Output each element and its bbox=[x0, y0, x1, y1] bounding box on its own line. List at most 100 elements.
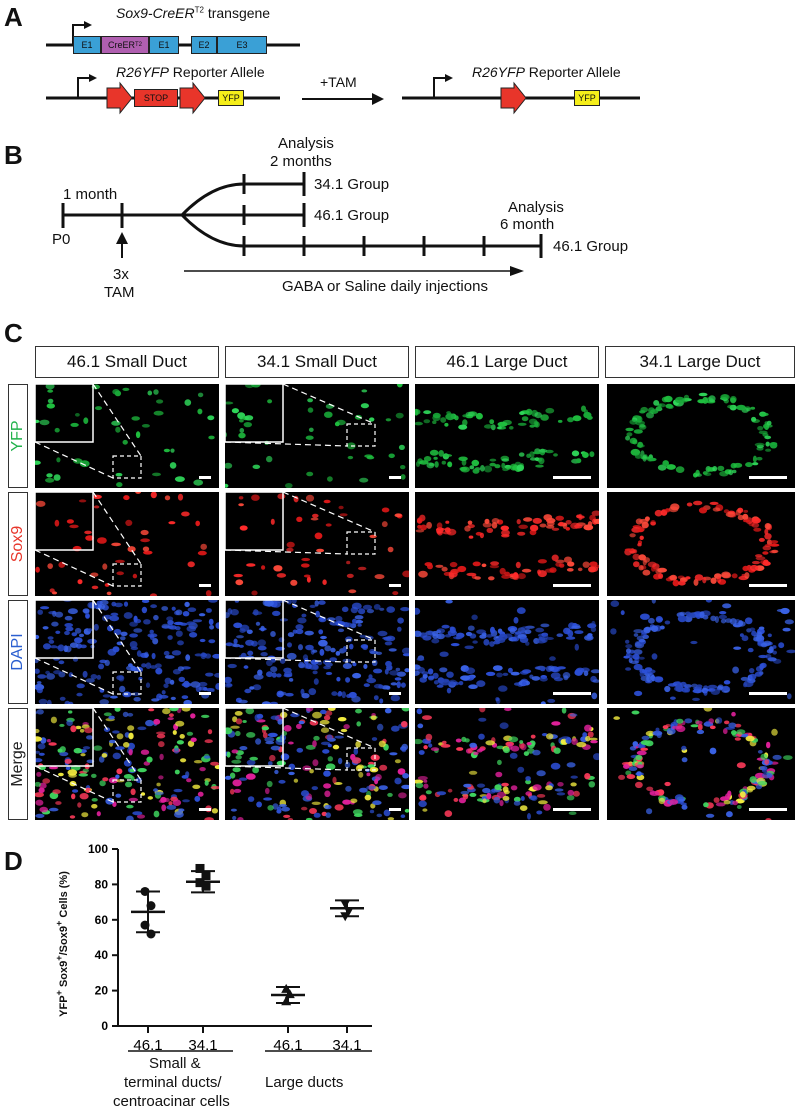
data-point bbox=[284, 989, 295, 999]
transgene-name: Sox9-CreER bbox=[116, 5, 195, 21]
row-label-yfp: YFP bbox=[9, 420, 26, 452]
row-head-dapi: DAPI bbox=[8, 600, 28, 704]
micrograph-yfp-34-small bbox=[225, 384, 409, 488]
scale-bar bbox=[199, 584, 211, 587]
micrograph-merge-34-large bbox=[607, 708, 795, 820]
row-label-dapi: DAPI bbox=[9, 633, 26, 671]
micrograph-sox9-46-large bbox=[415, 492, 599, 596]
y-tick-label: 100 bbox=[88, 842, 108, 856]
analysis-6m-line1: Analysis bbox=[508, 199, 564, 216]
analysis-6m-line2: 6 month bbox=[500, 216, 555, 233]
reporter-name-1: R26YFP bbox=[116, 64, 169, 80]
scatter-chart: 0 20 40 60 80 100 46.1 34.1 46.1 34.1 bbox=[88, 842, 372, 1054]
reporter-name-2: R26YFP bbox=[472, 64, 525, 80]
scale-bar bbox=[199, 692, 211, 695]
data-point bbox=[281, 983, 292, 993]
x-tick-label: 34.1 bbox=[188, 1037, 217, 1054]
scale-bar bbox=[553, 808, 591, 811]
micrograph-merge-46-small bbox=[35, 708, 219, 820]
scale-bar bbox=[389, 584, 401, 587]
micrograph-dapi-46-large bbox=[415, 600, 599, 704]
micrograph-sox9-34-large bbox=[607, 492, 795, 596]
micrograph-merge-46-large bbox=[415, 708, 599, 820]
scale-bar bbox=[553, 476, 591, 479]
group1-line2: terminal ducts/ bbox=[124, 1074, 222, 1091]
scale-bar bbox=[553, 584, 591, 587]
exon-e1: E1 bbox=[73, 36, 101, 54]
group-34-1: 34.1 Group bbox=[314, 176, 390, 193]
yfp-box-2: YFP bbox=[574, 90, 600, 106]
timeline-diagram bbox=[61, 172, 543, 276]
micrograph-dapi-34-small bbox=[225, 600, 409, 704]
data-point bbox=[340, 912, 351, 922]
transgene-sup: T2 bbox=[194, 5, 204, 15]
col-head-46-large: 46.1 Large Duct bbox=[415, 346, 599, 378]
reporter-title-2: R26YFP Reporter Allele bbox=[472, 64, 621, 80]
analysis-2m-line2: 2 months bbox=[270, 153, 332, 170]
injections-label: GABA or Saline daily injections bbox=[282, 278, 488, 295]
group-46-1-b: 46.1 Group bbox=[553, 238, 629, 255]
y-tick-label: 40 bbox=[95, 948, 109, 962]
reporter-suffix-1: Reporter Allele bbox=[168, 64, 265, 80]
scale-bar bbox=[389, 808, 401, 811]
scale-bar bbox=[199, 476, 211, 479]
p0-label: P0 bbox=[52, 231, 71, 248]
tam-label-b: TAM bbox=[104, 284, 135, 301]
data-point bbox=[201, 881, 211, 891]
creer-sup: T2 bbox=[135, 42, 143, 48]
x-tick-label: 34.1 bbox=[332, 1037, 361, 1054]
data-point bbox=[140, 920, 150, 930]
analysis-2m-line1: Analysis bbox=[278, 135, 334, 152]
data-point bbox=[195, 863, 205, 873]
col-head-34-large: 34.1 Large Duct bbox=[605, 346, 795, 378]
micrograph-sox9-46-small bbox=[35, 492, 219, 596]
one-month-label: 1 month bbox=[63, 186, 118, 203]
panel-label-c: C bbox=[4, 318, 23, 348]
tam-label: +TAM bbox=[320, 74, 357, 90]
reporter-suffix-2: Reporter Allele bbox=[524, 64, 621, 80]
scale-bar bbox=[199, 808, 211, 811]
micrograph-sox9-34-small bbox=[225, 492, 409, 596]
micrograph-yfp-46-large bbox=[415, 384, 599, 488]
transgene-title: Sox9-CreERT2 transgene bbox=[116, 5, 270, 21]
row-head-yfp: YFP bbox=[8, 384, 28, 488]
data-point bbox=[201, 871, 211, 881]
micrograph-yfp-34-large bbox=[607, 384, 795, 488]
micrograph-dapi-46-small bbox=[35, 600, 219, 704]
row-label-sox9: Sox9 bbox=[9, 525, 26, 563]
group1-line1: Small & bbox=[149, 1055, 201, 1072]
scale-bar bbox=[389, 476, 401, 479]
tam-3x-label: 3x bbox=[113, 266, 129, 283]
micrograph-dapi-34-large bbox=[607, 600, 795, 704]
y-tick-label: 20 bbox=[95, 984, 109, 998]
panel-label-b: B bbox=[4, 140, 23, 170]
transgene-suffix: transgene bbox=[203, 5, 271, 21]
col-head-46-small: 46.1 Small Duct bbox=[35, 346, 219, 378]
scale-bar bbox=[553, 692, 591, 695]
row-head-sox9: Sox9 bbox=[8, 492, 28, 596]
scale-bar bbox=[749, 476, 787, 479]
exon-creer: CreER T2 bbox=[101, 36, 149, 54]
data-point bbox=[146, 929, 156, 939]
exon-e3: E3 bbox=[217, 36, 267, 54]
group2-label: Large ducts bbox=[265, 1074, 344, 1091]
row-label-merge: Merge bbox=[9, 741, 26, 787]
data-point bbox=[140, 886, 150, 896]
data-point bbox=[343, 906, 354, 916]
scale-bar bbox=[389, 692, 401, 695]
data-point bbox=[281, 996, 292, 1006]
micrograph-merge-34-small bbox=[225, 708, 409, 820]
row-head-merge: Merge bbox=[8, 708, 28, 820]
scale-bar bbox=[749, 808, 787, 811]
x-tick-label: 46.1 bbox=[133, 1037, 162, 1054]
exon-e1b: E1 bbox=[149, 36, 179, 54]
data-point bbox=[195, 878, 205, 888]
panel-label-a: A bbox=[4, 2, 23, 32]
reporter-title-1: R26YFP Reporter Allele bbox=[116, 64, 265, 80]
y-tick-label: 0 bbox=[101, 1019, 108, 1033]
creer-label: CreER bbox=[107, 40, 135, 50]
x-tick-label: 46.1 bbox=[273, 1037, 302, 1054]
yfp-box-1: YFP bbox=[218, 90, 244, 106]
group1-line3: centroacinar cells bbox=[113, 1093, 230, 1110]
stop-box: STOP bbox=[134, 89, 178, 107]
